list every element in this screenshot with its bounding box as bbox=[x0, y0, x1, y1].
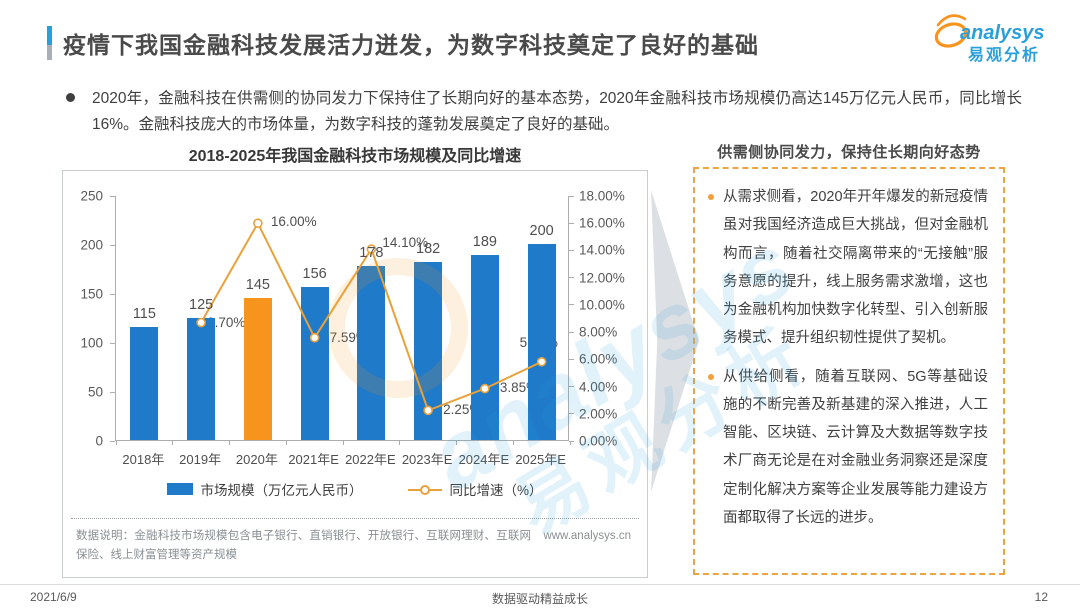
x-tick-label: 2020年 bbox=[235, 452, 278, 467]
bar-value-label: 156 bbox=[302, 266, 327, 283]
line-marker-icon bbox=[253, 218, 263, 229]
market-size-chart: 0 50 100 150 200 250 8.70% 16.00% 7.59% 14.10% 2.… bbox=[62, 170, 648, 578]
x-tick-label: 2022年E bbox=[345, 452, 396, 467]
bar-swatch-icon bbox=[167, 483, 194, 495]
bar-2018年 bbox=[130, 327, 159, 440]
insight-panel: 从需求侧看，2020年开年爆发的新冠疫情虽对我国经济造成巨大挑战，但对金融机构而… bbox=[693, 167, 1005, 575]
y-tick-right: 10.00% bbox=[579, 297, 625, 313]
title-accent-bar bbox=[47, 26, 52, 60]
footer-divider bbox=[0, 584, 1080, 585]
y-axis-left: 0 50 100 150 200 250 bbox=[63, 189, 109, 449]
y-tick-right: 8.00% bbox=[579, 324, 618, 340]
y-tick-right: 18.00% bbox=[579, 188, 625, 204]
x-tick-label: 2025年E bbox=[515, 452, 566, 467]
footer-date: 2021/6/9 bbox=[30, 590, 77, 604]
y-tick-right: 4.00% bbox=[579, 379, 618, 395]
bar-2020年 bbox=[243, 297, 272, 440]
footnote-divider bbox=[71, 518, 639, 519]
growth-label: 16.00% bbox=[270, 214, 317, 230]
growth-label: 8.70% bbox=[207, 314, 246, 330]
line-marker-icon bbox=[536, 356, 547, 367]
growth-label: 14.10% bbox=[382, 235, 429, 251]
x-tick-label: 2023年E bbox=[401, 452, 453, 467]
y-tick-right: 6.00% bbox=[579, 351, 618, 367]
bullet-dot-icon bbox=[708, 194, 714, 200]
flow-arrow-icon bbox=[651, 190, 699, 492]
y-tick-right: 14.00% bbox=[579, 242, 625, 258]
y-axis-right: 0.00% 2.00% 4.00% 6.00% 8.00% 10.00% 12.00% 14.… bbox=[570, 189, 648, 449]
summary-bullet: 2020年，金融科技在供需侧的协同发力下保持住了长期向好的基本态势，2020年金… bbox=[66, 86, 1022, 139]
y-tick-left: 0 bbox=[95, 433, 103, 449]
y-tick-right: 16.00% bbox=[579, 215, 625, 231]
x-tick-label: 2024年E bbox=[458, 452, 510, 467]
analysys-logo-icon: analysys 易观分析 bbox=[934, 14, 1045, 64]
legend-item-market-size: 市场规模（万亿元人民币） bbox=[167, 479, 362, 499]
bar-2025年E bbox=[527, 244, 556, 440]
page-number: 12 bbox=[1034, 590, 1048, 604]
bullet-dot-icon bbox=[708, 373, 714, 380]
chart-footnote: 数据说明：金融科技市场规模包含电子银行、直销银行、开放银行、互联网理财、互联网保… bbox=[76, 530, 531, 561]
page-title: 疫情下我国金融科技发展活力迸发，为数字科技奠定了良好的基础 bbox=[63, 32, 759, 58]
y-tick-left: 150 bbox=[80, 286, 103, 302]
bar-2022年E bbox=[357, 265, 386, 440]
footer-slogan: 数据驱动精益成长 bbox=[491, 592, 588, 606]
logo-brand-text: analysys bbox=[960, 22, 1045, 44]
line-marker-icon bbox=[408, 484, 443, 495]
bar-value-label: 189 bbox=[472, 233, 497, 250]
bar-value-label: 200 bbox=[529, 223, 554, 239]
y-tick-left: 250 bbox=[80, 188, 103, 204]
line-marker-icon bbox=[309, 332, 320, 343]
chart-legend: 市场规模（万亿元人民币） 同比增速（%） bbox=[63, 479, 647, 499]
bar-value-label: 115 bbox=[132, 306, 156, 323]
y-tick-left: 50 bbox=[87, 384, 103, 400]
logo-brand-cn-text: 易观分析 bbox=[968, 45, 1040, 64]
y-tick-right: 0.00% bbox=[579, 433, 618, 449]
insight-bullet-supply: 从供给侧看，随着互联网、5G等基础设施的不断完善及新基建的深入推进，人工智能、区… bbox=[708, 363, 988, 533]
analysys-logo: analysys 易观分析 bbox=[930, 10, 1056, 69]
insight-panel-header: 供需侧协同发力，保持住长期向好态势 bbox=[717, 144, 981, 161]
y-tick-left: 200 bbox=[80, 237, 103, 253]
x-tick-label: 2019年 bbox=[179, 452, 222, 467]
y-tick-left: 100 bbox=[80, 335, 103, 351]
y-tick-right: 12.00% bbox=[579, 270, 625, 286]
chart-title: 2018-2025年我国金融科技市场规模及同比增速 bbox=[188, 148, 522, 165]
bar-value-label: 125 bbox=[189, 296, 214, 313]
bar-value-label: 145 bbox=[245, 276, 270, 293]
plot-area: 8.70%16.00%7.59%14.10%2.25%3.85%5.82%115… bbox=[110, 195, 574, 445]
slide-header: 疫情下我国金融科技发展活力迸发，为数字科技奠定了良好的基础 bbox=[47, 26, 759, 60]
insight-bullet-demand: 从需求侧看，2020年开年爆发的新冠疫情虽对我国经济造成巨大挑战，但对金融机构而… bbox=[708, 183, 988, 353]
line-marker-icon bbox=[423, 405, 433, 416]
line-marker-icon bbox=[366, 244, 377, 254]
x-tick-label: 2021年E bbox=[288, 452, 339, 467]
x-tick-label: 2018年 bbox=[122, 452, 165, 467]
line-marker-icon bbox=[196, 317, 206, 328]
bullet-dot-icon bbox=[66, 93, 75, 102]
summary-text: 2020年，金融科技在供需侧的协同发力下保持住了长期向好的基本态势，2020年金… bbox=[92, 90, 1022, 134]
growth-line bbox=[196, 218, 547, 416]
x-axis: 2018年 2019年 2020年 2021年E 2022年E 2023年E 2024年E 2… bbox=[115, 442, 569, 467]
website-label: www.analysys.cn bbox=[543, 530, 631, 542]
line-marker-icon bbox=[480, 383, 490, 394]
bar-2019年 bbox=[187, 317, 216, 440]
bar-2021年E bbox=[300, 287, 329, 440]
bar-value-label: 178 bbox=[359, 244, 384, 261]
legend-item-growth: 同比增速（%） bbox=[408, 479, 543, 499]
bar-2024年E bbox=[470, 254, 499, 440]
y-tick-right: 2.00% bbox=[579, 406, 618, 422]
bar-value-label: 182 bbox=[416, 240, 441, 257]
